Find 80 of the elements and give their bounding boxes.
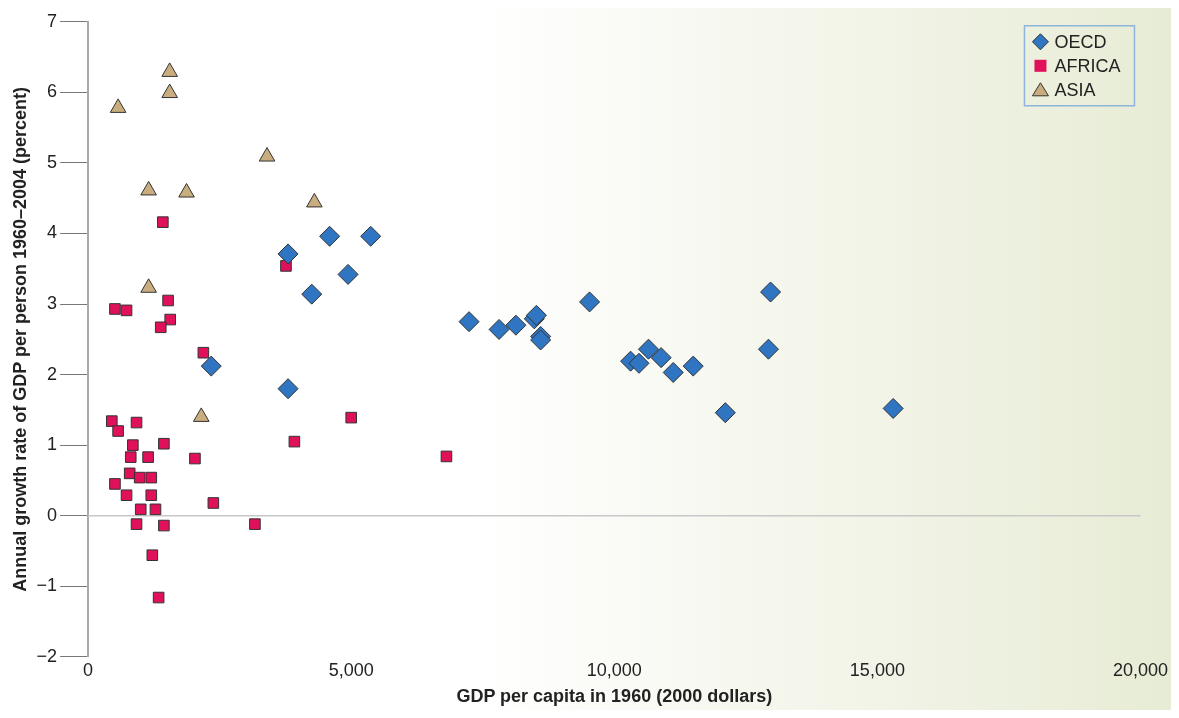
point <box>638 338 659 360</box>
point <box>488 318 510 340</box>
point <box>277 243 299 265</box>
point <box>161 83 178 99</box>
point <box>258 147 276 162</box>
point <box>123 467 136 480</box>
point <box>145 471 158 484</box>
point <box>458 311 480 333</box>
point <box>288 435 301 448</box>
point <box>149 503 162 516</box>
point <box>109 303 121 315</box>
y-tick-label: 6 <box>47 81 58 102</box>
x-tick-label: 10,000 <box>586 659 642 680</box>
point <box>682 355 704 377</box>
x-tick-label: 20,000 <box>1112 659 1168 680</box>
y-tick-label: −1 <box>36 575 58 596</box>
point <box>130 416 143 429</box>
point <box>124 451 137 463</box>
point <box>109 478 121 490</box>
point <box>345 411 358 424</box>
x-tick-label: 0 <box>83 659 94 680</box>
point <box>360 225 382 247</box>
point <box>162 294 174 307</box>
point <box>130 518 143 530</box>
point <box>134 503 147 516</box>
y-tick-label: 1 <box>47 434 58 455</box>
point <box>161 62 178 77</box>
point <box>178 183 195 198</box>
point <box>140 180 157 196</box>
point <box>301 283 323 305</box>
y-tick-label: 5 <box>47 151 58 172</box>
point <box>650 347 672 369</box>
y-tick-label: 7 <box>47 10 58 31</box>
point <box>189 452 201 465</box>
point <box>440 450 453 463</box>
point <box>760 281 782 303</box>
point <box>133 471 146 484</box>
point <box>319 225 341 247</box>
point <box>142 451 154 463</box>
point <box>158 437 170 450</box>
point <box>757 338 779 360</box>
point <box>882 397 904 419</box>
point <box>154 321 167 334</box>
point <box>714 402 736 424</box>
point <box>157 216 169 228</box>
point <box>164 313 177 326</box>
point <box>306 192 323 208</box>
x-tick-label: 5,000 <box>328 659 374 680</box>
point <box>120 304 133 317</box>
y-tick-label: 3 <box>47 292 58 313</box>
point <box>197 346 210 359</box>
point <box>337 263 359 285</box>
legend-label: OECD <box>1054 31 1107 52</box>
y-tick-label: −2 <box>36 645 58 666</box>
legend-label: AFRICA <box>1054 55 1121 76</box>
legend-label: ASIA <box>1054 79 1096 100</box>
point <box>249 518 261 530</box>
x-tick-label: 15,000 <box>849 659 905 680</box>
point <box>277 378 299 400</box>
point <box>106 415 118 427</box>
point <box>146 549 159 561</box>
y-axis-title: Annual growth rate of GDP per person 1960–2004 (percent) <box>9 86 30 592</box>
point <box>152 591 165 604</box>
point <box>207 497 220 509</box>
x-axis-title: GDP per capita in 1960 (2000 dollars) <box>456 686 773 707</box>
y-tick-label: 0 <box>47 504 58 525</box>
point <box>628 352 650 374</box>
point <box>127 439 139 451</box>
point <box>579 291 601 313</box>
point <box>158 519 170 532</box>
point <box>109 98 127 113</box>
point <box>505 314 527 336</box>
point <box>120 489 133 502</box>
y-tick-label: 4 <box>47 222 58 243</box>
point <box>662 361 684 383</box>
point <box>112 425 124 437</box>
point <box>200 355 222 377</box>
y-tick-label: 2 <box>47 363 58 384</box>
point <box>140 278 157 293</box>
point <box>145 489 158 502</box>
